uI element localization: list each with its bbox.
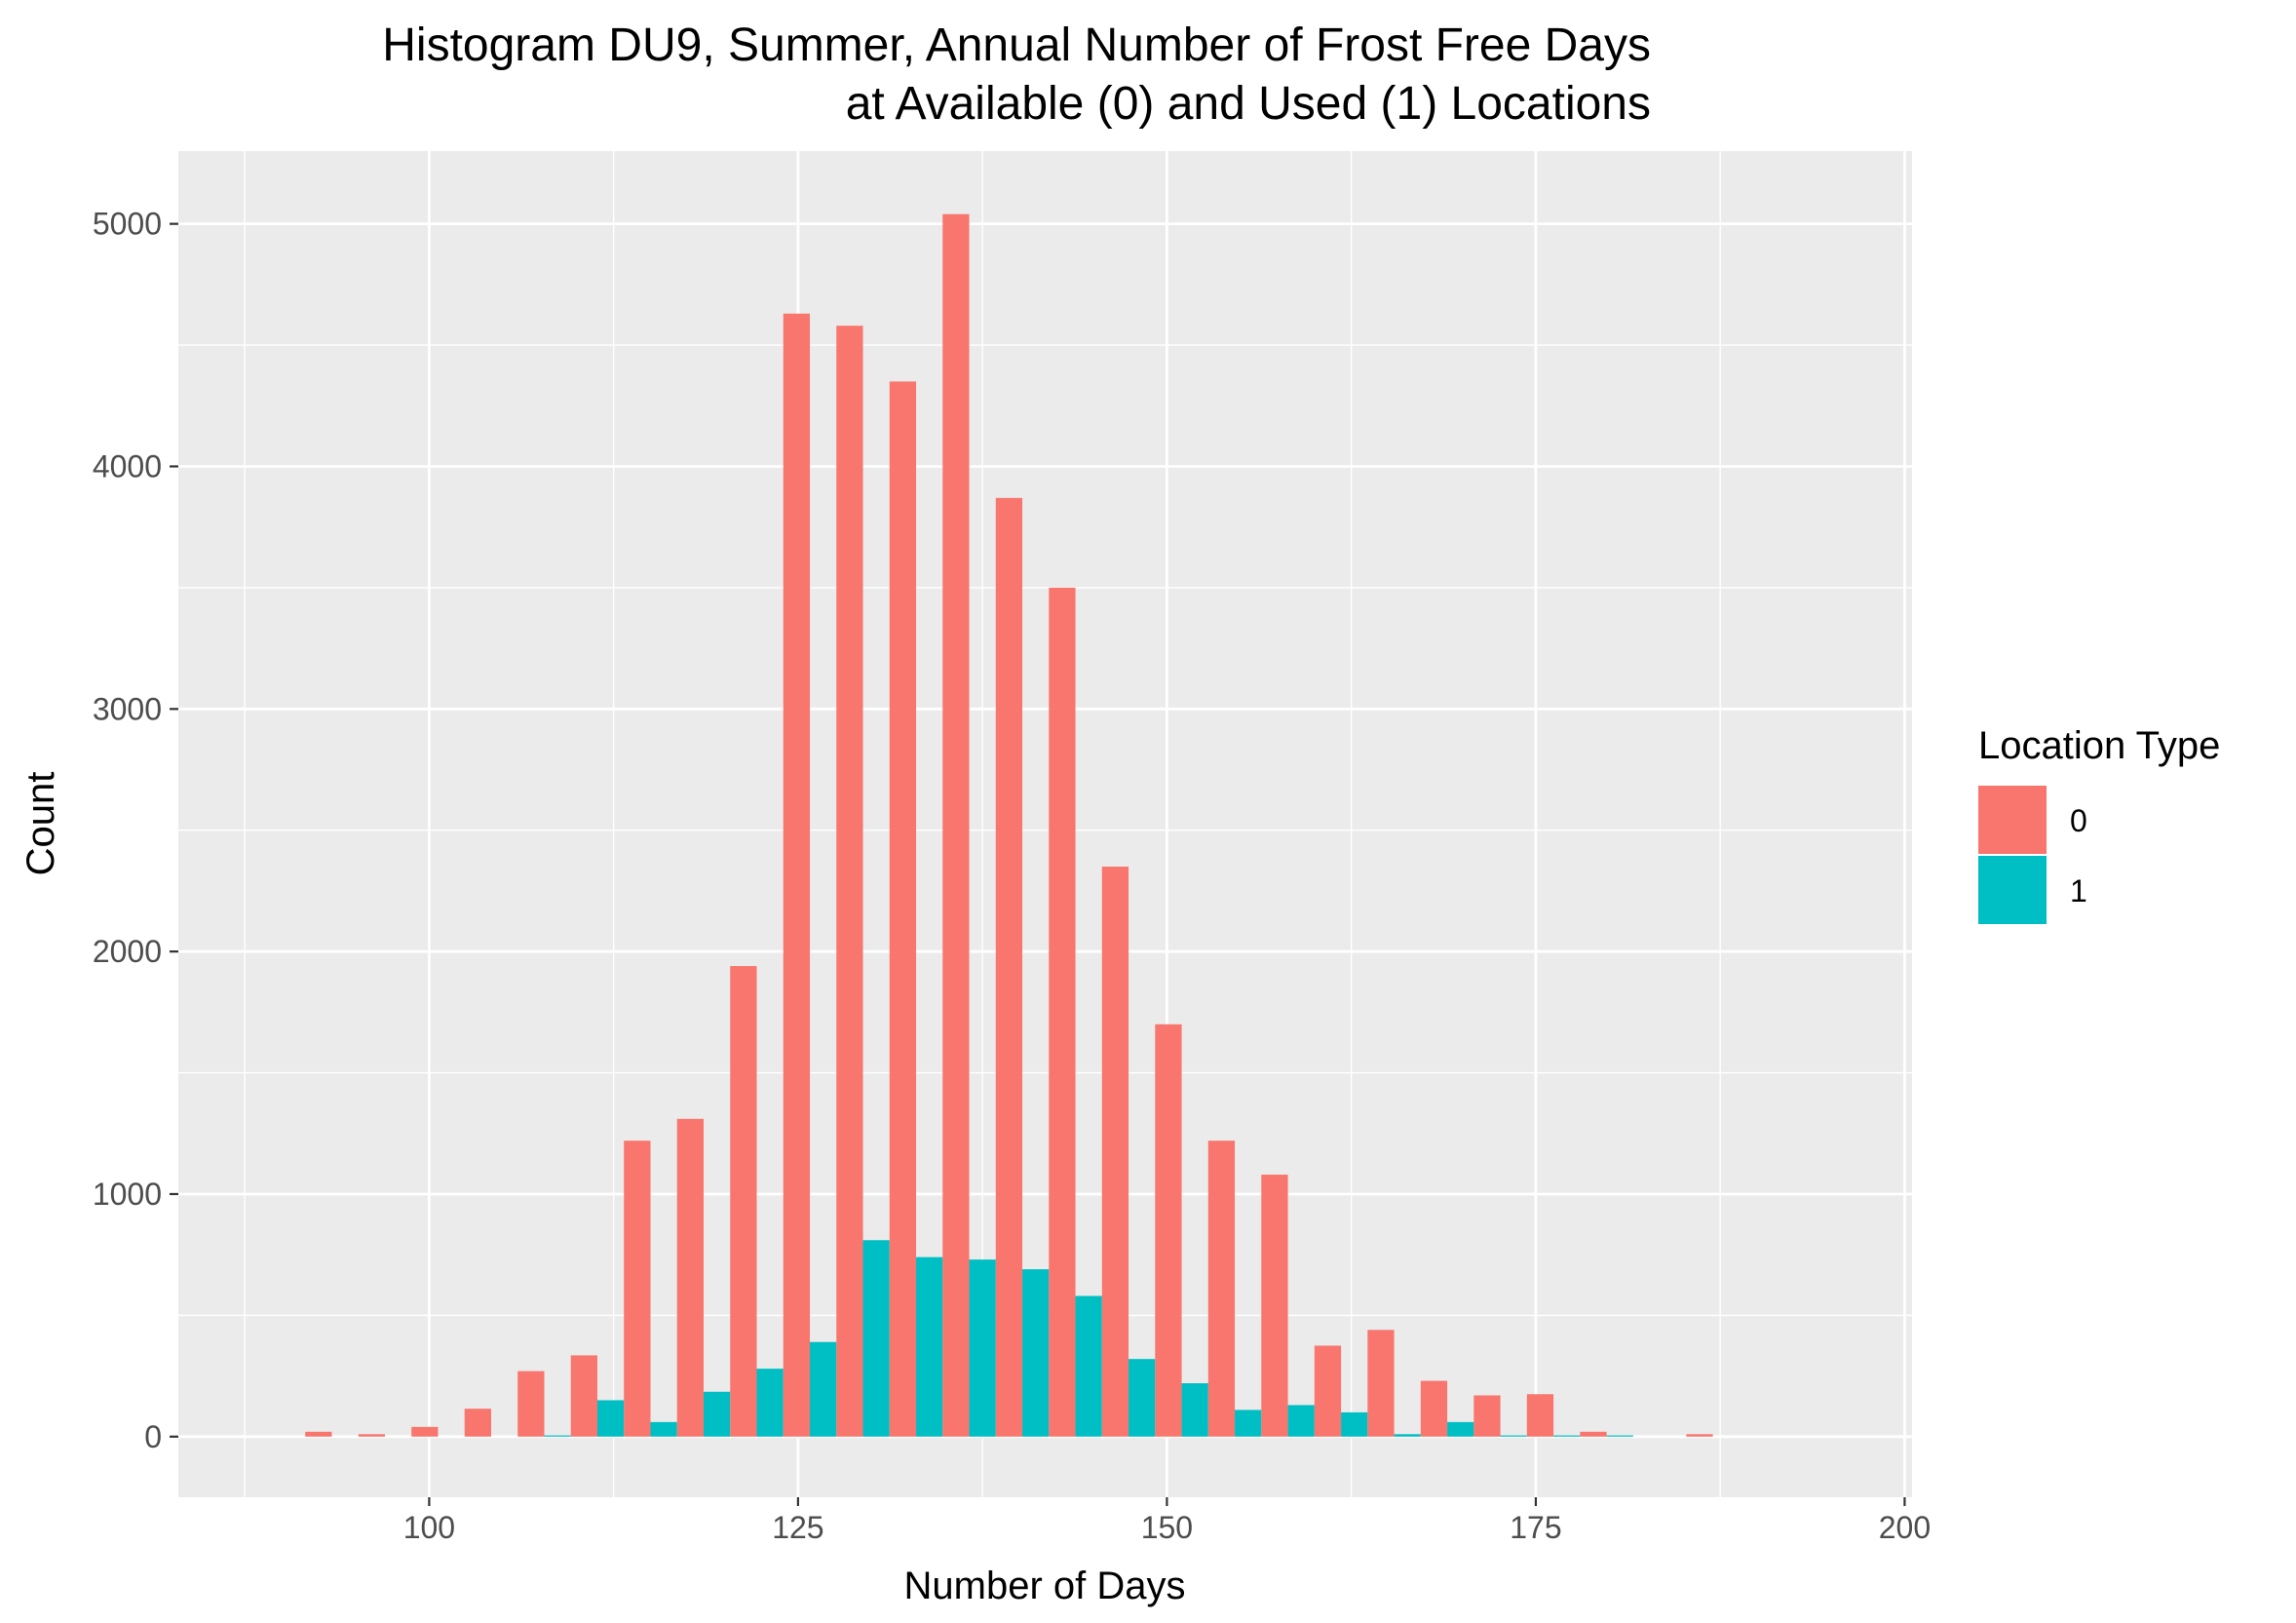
bar-series-0-bin-24: [1580, 1431, 1607, 1437]
x-tick-label-0: 100: [403, 1510, 455, 1545]
legend-label-0: 0: [2070, 803, 2087, 838]
bar-series-0-bin-10: [836, 326, 863, 1437]
bar-series-1-bin-6: [650, 1421, 677, 1437]
bar-series-1-bin-15: [1129, 1359, 1156, 1437]
y-axis-title: Count: [19, 772, 62, 876]
bar-series-0-bin-16: [1155, 1024, 1182, 1437]
bar-series-0-bin-4: [517, 1371, 545, 1437]
bar-series-1-bin-4: [544, 1435, 571, 1437]
bar-series-0-bin-17: [1207, 1140, 1236, 1437]
x-tick-label-1: 125: [772, 1510, 823, 1545]
bar-series-0-bin-6: [624, 1140, 651, 1437]
chart-title-line2: at Available (0) and Used (1) Locations: [846, 78, 1651, 130]
bar-series-0-bin-1: [358, 1434, 385, 1437]
y-tick-label-4: 4000: [93, 448, 162, 483]
bar-series-1-bin-12: [969, 1259, 996, 1437]
legend-key-0: [1978, 786, 2047, 854]
y-tick-label-3: 3000: [93, 691, 162, 726]
x-tick-label-3: 175: [1510, 1510, 1561, 1545]
bar-series-1-bin-14: [1075, 1295, 1102, 1437]
bar-series-0-bin-14: [1049, 587, 1076, 1437]
bar-series-1-bin-8: [756, 1369, 784, 1437]
bar-series-0-bin-21: [1420, 1380, 1448, 1437]
y-axis-ticks: 0 1000 2000 3000 4000 5000: [93, 207, 178, 1454]
bar-series-1-bin-19: [1341, 1411, 1368, 1437]
legend-title: Location Type: [1978, 724, 2220, 767]
legend-key-1: [1978, 856, 2047, 924]
bar-series-1-bin-10: [862, 1240, 890, 1437]
bar-series-0-bin-20: [1367, 1330, 1395, 1437]
bar-series-1-bin-21: [1447, 1421, 1474, 1437]
bar-series-1-bin-24: [1606, 1435, 1633, 1437]
bar-series-1-bin-11: [916, 1256, 943, 1437]
x-axis-title: Number of Days: [904, 1565, 1186, 1607]
y-tick-label-2: 2000: [93, 934, 162, 969]
bar-series-0-bin-9: [783, 313, 811, 1437]
bar-series-1-bin-16: [1181, 1383, 1208, 1437]
bar-series-0-bin-11: [889, 381, 917, 1437]
chart-title-line1: Histogram DU9, Summer, Annual Number of …: [382, 19, 1651, 71]
bar-series-0-bin-3: [464, 1409, 491, 1437]
histogram-bars: [305, 213, 1713, 1437]
y-tick-label-1: 1000: [93, 1177, 162, 1212]
bar-series-1-bin-18: [1287, 1405, 1315, 1437]
y-tick-label-5: 5000: [93, 207, 162, 242]
bar-series-1-bin-13: [1022, 1269, 1050, 1437]
bar-series-0-bin-15: [1101, 867, 1129, 1437]
bar-series-0-bin-23: [1526, 1394, 1554, 1437]
bar-series-0-bin-0: [305, 1431, 332, 1437]
bar-series-1-bin-9: [810, 1341, 837, 1437]
x-axis-ticks: 100 125 150 175 200: [403, 1497, 1931, 1545]
bar-series-0-bin-19: [1314, 1345, 1342, 1437]
bar-series-0-bin-22: [1473, 1395, 1501, 1437]
bar-series-0-bin-26: [1686, 1434, 1713, 1437]
bar-series-0-bin-5: [570, 1355, 597, 1437]
y-tick-label-0: 0: [144, 1419, 162, 1454]
legend: Location Type 0 1: [1978, 724, 2220, 924]
bar-series-0-bin-7: [676, 1118, 704, 1437]
bar-series-1-bin-7: [703, 1391, 731, 1437]
bar-series-0-bin-18: [1261, 1175, 1288, 1437]
bar-series-1-bin-22: [1500, 1435, 1527, 1437]
bar-series-0-bin-8: [730, 966, 757, 1437]
legend-label-1: 1: [2070, 873, 2087, 908]
bar-series-1-bin-23: [1553, 1435, 1581, 1437]
bar-series-0-bin-12: [942, 213, 970, 1437]
bar-series-0-bin-13: [995, 497, 1023, 1437]
bar-series-1-bin-5: [596, 1400, 625, 1437]
x-tick-label-2: 150: [1141, 1510, 1193, 1545]
bar-series-1-bin-17: [1235, 1410, 1262, 1437]
bar-series-0-bin-2: [411, 1426, 439, 1437]
x-tick-label-4: 200: [1879, 1510, 1931, 1545]
bar-series-1-bin-20: [1394, 1434, 1421, 1437]
